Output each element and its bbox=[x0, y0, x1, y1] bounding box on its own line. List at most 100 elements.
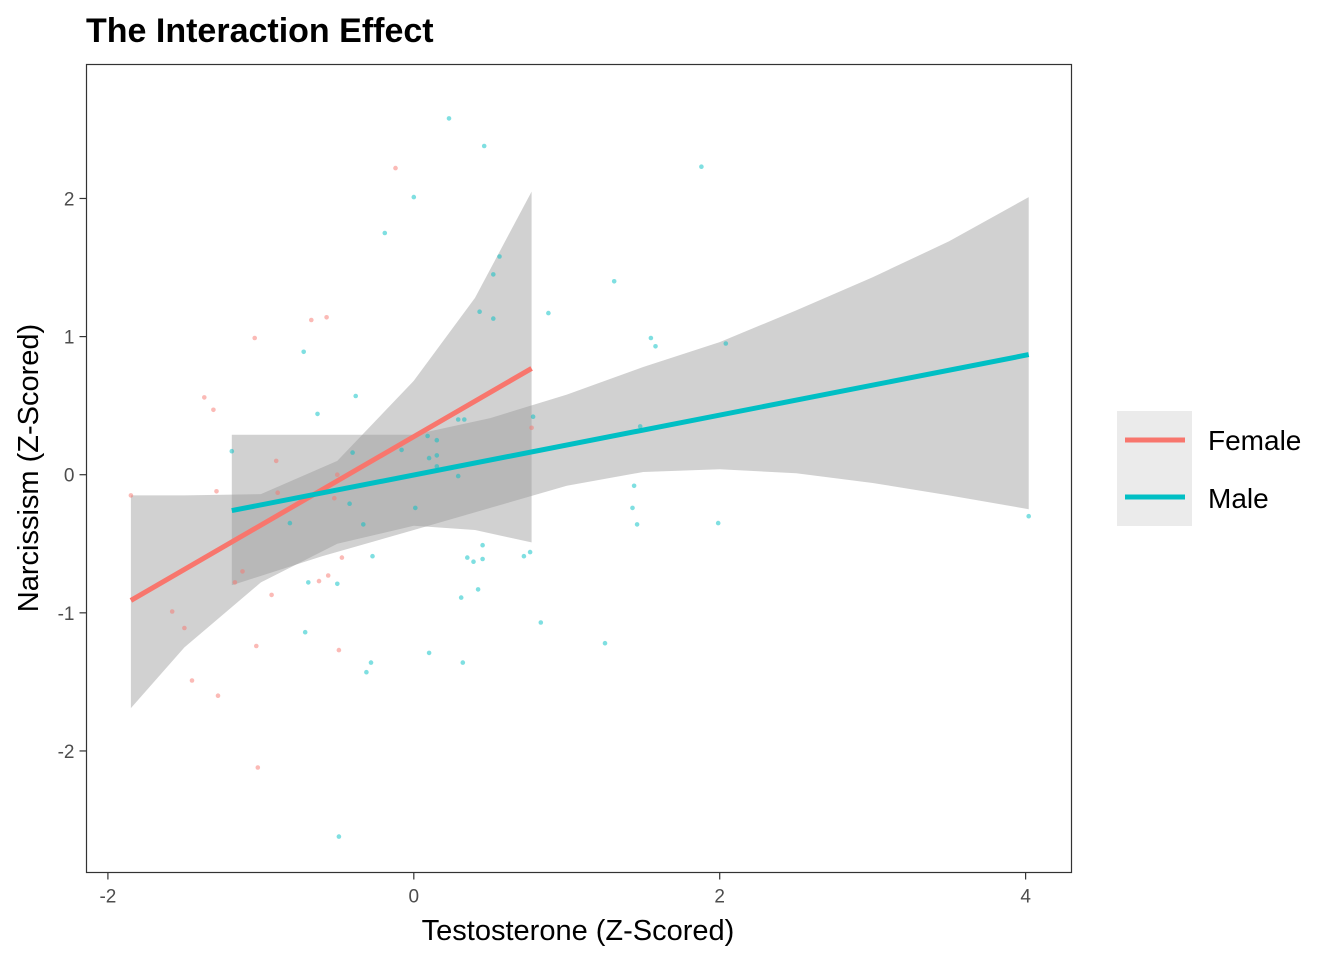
y-tick-label: 0 bbox=[64, 466, 75, 487]
x-tick-label: 4 bbox=[1020, 887, 1031, 908]
data-point-male bbox=[602, 640, 608, 646]
data-point-female bbox=[273, 458, 279, 464]
data-point-male bbox=[425, 433, 430, 439]
fit-lines bbox=[129, 352, 1030, 603]
data-point-female bbox=[202, 395, 207, 400]
data-point-male bbox=[653, 344, 658, 349]
y-tick-label: -1 bbox=[58, 604, 75, 625]
data-point-female bbox=[182, 625, 187, 631]
data-point-male bbox=[287, 520, 293, 526]
y-tick-label: 2 bbox=[64, 189, 75, 210]
data-point-male bbox=[426, 455, 432, 461]
data-point-female bbox=[253, 643, 259, 649]
data-point-male bbox=[350, 450, 355, 455]
data-point-male bbox=[637, 424, 643, 429]
data-point-male bbox=[462, 417, 467, 422]
data-point-female bbox=[339, 555, 345, 560]
data-point-female bbox=[335, 472, 340, 478]
data-point-male bbox=[611, 279, 617, 284]
data-point-male bbox=[347, 501, 352, 507]
chart-title: The Interaction Effect bbox=[86, 12, 434, 50]
data-point-female bbox=[240, 569, 245, 574]
data-point-male bbox=[475, 587, 481, 592]
data-point-male bbox=[353, 393, 359, 399]
data-point-male bbox=[631, 483, 637, 489]
data-point-female bbox=[529, 425, 534, 431]
data-point-male bbox=[368, 660, 374, 665]
data-point-male bbox=[229, 448, 235, 454]
data-point-female bbox=[324, 315, 329, 320]
data-point-male bbox=[491, 316, 496, 321]
data-point-male bbox=[306, 580, 311, 585]
data-point-male bbox=[538, 620, 544, 625]
data-point-female bbox=[211, 407, 216, 413]
data-point-male bbox=[335, 581, 340, 587]
data-point-male bbox=[715, 520, 721, 526]
data-point-female bbox=[269, 592, 274, 598]
data-point-female bbox=[332, 495, 337, 501]
data-point-male bbox=[481, 143, 487, 149]
x-tick-label: 2 bbox=[714, 887, 725, 908]
plot-panel bbox=[85, 63, 1073, 874]
data-point-female bbox=[232, 580, 238, 585]
data-point-male bbox=[364, 669, 369, 675]
data-point-male bbox=[723, 341, 729, 346]
data-point-male bbox=[446, 116, 452, 121]
data-point-male bbox=[302, 629, 308, 635]
y-tick-label: 1 bbox=[64, 328, 75, 349]
data-point-male bbox=[634, 522, 640, 527]
data-point-male bbox=[434, 464, 440, 469]
data-point-male bbox=[336, 834, 342, 839]
fit-line-male bbox=[231, 352, 1030, 514]
data-point-male bbox=[480, 556, 485, 562]
legend: Female Male bbox=[1117, 411, 1301, 526]
data-point-male bbox=[399, 447, 404, 453]
data-point-male bbox=[361, 522, 366, 527]
y-tick-label: -2 bbox=[58, 742, 75, 763]
data-point-male bbox=[1026, 513, 1031, 519]
data-point-female bbox=[393, 165, 398, 171]
data-point-male bbox=[434, 437, 440, 443]
data-point-male bbox=[413, 505, 418, 511]
data-point-female bbox=[309, 317, 314, 323]
data-point-female bbox=[275, 490, 281, 496]
y-axis-title: Narcissism (Z-Scored) bbox=[13, 324, 45, 612]
data-point-male bbox=[370, 553, 375, 559]
data-point-male bbox=[411, 194, 417, 200]
data-point-male bbox=[497, 254, 502, 259]
data-point-male bbox=[527, 549, 533, 555]
data-point-male bbox=[460, 660, 466, 665]
data-point-male bbox=[315, 411, 320, 417]
x-tick-label: 0 bbox=[409, 887, 420, 908]
ci-band-female bbox=[130, 191, 532, 709]
legend-label-male: Male bbox=[1208, 483, 1269, 514]
data-point-male bbox=[521, 553, 527, 559]
data-point-female bbox=[169, 609, 175, 614]
data-point-male bbox=[480, 542, 485, 548]
data-point-female bbox=[214, 489, 219, 494]
data-point-female bbox=[336, 647, 342, 653]
data-point-male bbox=[699, 164, 704, 169]
data-point-male bbox=[465, 555, 470, 560]
data-point-male bbox=[648, 335, 654, 341]
x-axis: -2 0 2 4 bbox=[99, 872, 1031, 908]
data-point-male bbox=[630, 505, 635, 511]
data-point-male bbox=[434, 453, 440, 458]
fit-line-female bbox=[129, 366, 533, 603]
data-point-male bbox=[382, 230, 388, 236]
data-point-male bbox=[458, 595, 464, 600]
data-point-male bbox=[455, 417, 461, 422]
data-point-male bbox=[471, 559, 476, 564]
data-point-female bbox=[128, 493, 134, 498]
data-points bbox=[128, 116, 1031, 839]
data-point-male bbox=[546, 310, 551, 316]
data-point-female bbox=[215, 693, 221, 698]
data-point-male bbox=[491, 272, 496, 277]
ci-band-male bbox=[231, 197, 1029, 586]
data-point-female bbox=[316, 578, 322, 584]
ci-bands bbox=[130, 191, 1029, 709]
x-tick-label: -2 bbox=[99, 887, 116, 908]
data-point-female bbox=[325, 573, 331, 578]
data-point-male bbox=[477, 309, 482, 315]
